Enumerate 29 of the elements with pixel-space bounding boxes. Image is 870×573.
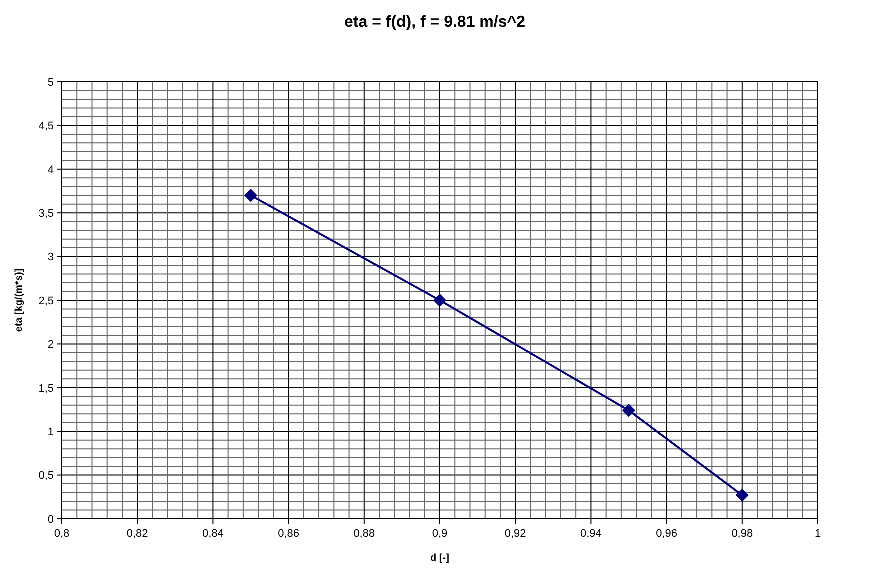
x-tick-label: 1 <box>814 528 822 540</box>
y-tick-label: 2 <box>48 339 54 352</box>
x-tick-label: 0,84 <box>202 528 224 540</box>
x-tick-label: 0,96 <box>656 528 678 540</box>
x-tick-label: 0,92 <box>504 528 526 540</box>
y-tick-label: 5 <box>48 76 54 89</box>
point <box>736 488 749 502</box>
y-tick-label: 2,5 <box>38 295 54 308</box>
y-axis-title: eta [kg/(m*s)] <box>14 268 25 332</box>
x-tick-label: 0,94 <box>580 528 602 540</box>
y-tick-label: 4,5 <box>38 120 54 133</box>
x-tick-label: 0,82 <box>126 528 148 540</box>
x-axis-title: d [-] <box>430 553 450 564</box>
y-tick-label: 3 <box>48 252 54 264</box>
y-tick-label: 0 <box>48 514 54 526</box>
y-tick-label: 3,5 <box>38 208 54 220</box>
point <box>433 294 447 308</box>
y-tick-label: 1,5 <box>38 382 54 395</box>
point <box>244 189 258 202</box>
x-tick-label: 0,86 <box>278 528 300 540</box>
chart-title: eta = f(d), f = 9.81 m/s^2 <box>344 14 526 31</box>
point <box>622 404 636 418</box>
y-tick-label: 0,5 <box>38 470 54 482</box>
y-tick-label: 1 <box>48 426 54 438</box>
x-tick-label: 0,88 <box>354 528 376 540</box>
x-tick-label: 0,8 <box>54 528 70 540</box>
y-tick-label: 4 <box>48 164 54 176</box>
x-tick-label: 0,98 <box>732 528 754 540</box>
x-tick-label: 0,9 <box>432 528 448 540</box>
